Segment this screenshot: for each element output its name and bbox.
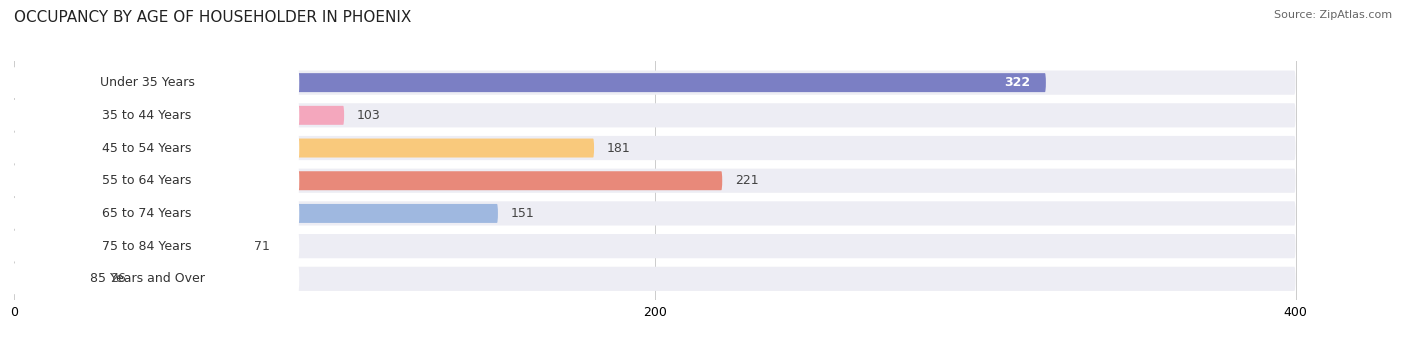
Text: 65 to 74 Years: 65 to 74 Years (103, 207, 191, 220)
FancyBboxPatch shape (14, 106, 344, 125)
Text: OCCUPANCY BY AGE OF HOUSEHOLDER IN PHOENIX: OCCUPANCY BY AGE OF HOUSEHOLDER IN PHOEN… (14, 10, 412, 25)
Text: 85 Years and Over: 85 Years and Over (90, 272, 204, 285)
Text: 35 to 44 Years: 35 to 44 Years (103, 109, 191, 122)
FancyBboxPatch shape (14, 171, 723, 190)
FancyBboxPatch shape (14, 136, 1295, 160)
Text: Source: ZipAtlas.com: Source: ZipAtlas.com (1274, 10, 1392, 20)
FancyBboxPatch shape (14, 138, 595, 158)
FancyBboxPatch shape (14, 237, 242, 256)
FancyBboxPatch shape (14, 169, 1295, 193)
Text: 71: 71 (254, 240, 270, 253)
FancyBboxPatch shape (0, 165, 299, 196)
FancyBboxPatch shape (0, 231, 299, 262)
FancyBboxPatch shape (0, 67, 299, 98)
FancyBboxPatch shape (14, 267, 1295, 291)
Text: 55 to 64 Years: 55 to 64 Years (103, 174, 191, 187)
FancyBboxPatch shape (14, 234, 1295, 258)
Text: Under 35 Years: Under 35 Years (100, 76, 194, 89)
FancyBboxPatch shape (0, 264, 299, 294)
FancyBboxPatch shape (14, 73, 1046, 92)
FancyBboxPatch shape (0, 198, 299, 229)
FancyBboxPatch shape (14, 269, 97, 288)
Text: 181: 181 (607, 142, 631, 154)
Text: 221: 221 (735, 174, 759, 187)
FancyBboxPatch shape (0, 100, 299, 131)
Text: 26: 26 (110, 272, 127, 285)
FancyBboxPatch shape (14, 204, 498, 223)
Text: 322: 322 (1004, 76, 1029, 89)
Text: 151: 151 (510, 207, 534, 220)
FancyBboxPatch shape (14, 103, 1295, 128)
FancyBboxPatch shape (14, 201, 1295, 225)
Text: 103: 103 (357, 109, 381, 122)
Text: 45 to 54 Years: 45 to 54 Years (103, 142, 191, 154)
FancyBboxPatch shape (14, 71, 1295, 95)
Text: 75 to 84 Years: 75 to 84 Years (103, 240, 191, 253)
FancyBboxPatch shape (0, 133, 299, 163)
